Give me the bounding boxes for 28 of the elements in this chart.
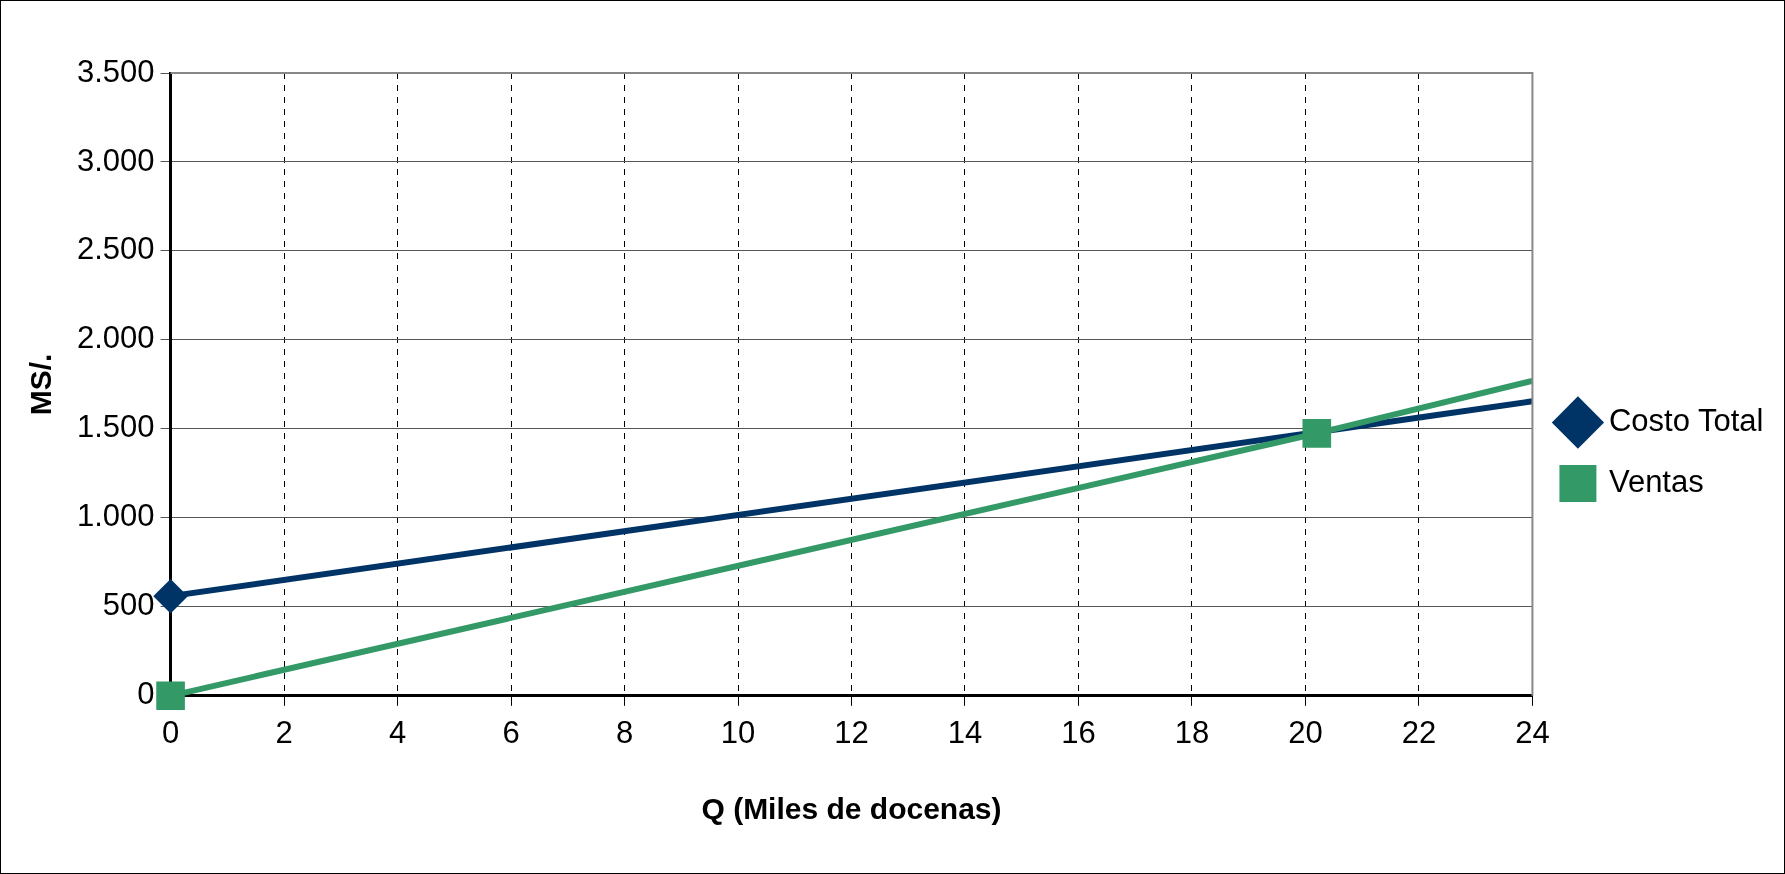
point [154, 580, 187, 613]
x-tick-label: 4 [388, 714, 407, 750]
legend-label: Ventas [1608, 464, 1704, 500]
y-tick-label: 1.000 [77, 498, 155, 534]
x-tick-label: 16 [1061, 714, 1096, 750]
y-tick-label: 0 [137, 676, 155, 712]
point [1302, 419, 1332, 448]
y-tick-label: 500 [102, 587, 155, 623]
y-tick-label: 3.500 [77, 53, 155, 89]
x-tick-label: 14 [947, 714, 983, 750]
y-axis-title: MS/. [24, 353, 58, 416]
point [156, 681, 185, 711]
x-tick-label: 8 [615, 714, 634, 750]
legend-label: Costo Total [1608, 403, 1764, 439]
x-tick-label: 12 [834, 714, 869, 750]
x-tick-label: 10 [720, 714, 756, 750]
x-tick-label: 2 [275, 714, 293, 750]
x-tick-label: 24 [1515, 714, 1550, 750]
y-tick-label: 2.500 [77, 231, 155, 267]
y-tick-label: 2.000 [77, 320, 155, 356]
x-tick-label: 20 [1288, 714, 1323, 750]
x-tick-label: 18 [1174, 714, 1210, 750]
x-tick-label: 22 [1401, 714, 1437, 750]
x-axis-title: Q (Miles de docenas) [701, 792, 1002, 826]
x-tick-label: 6 [502, 714, 520, 750]
y-tick-label: 1.500 [77, 409, 155, 445]
x-tick-label: 0 [161, 714, 180, 750]
y-tick-label: 3.000 [77, 142, 155, 178]
